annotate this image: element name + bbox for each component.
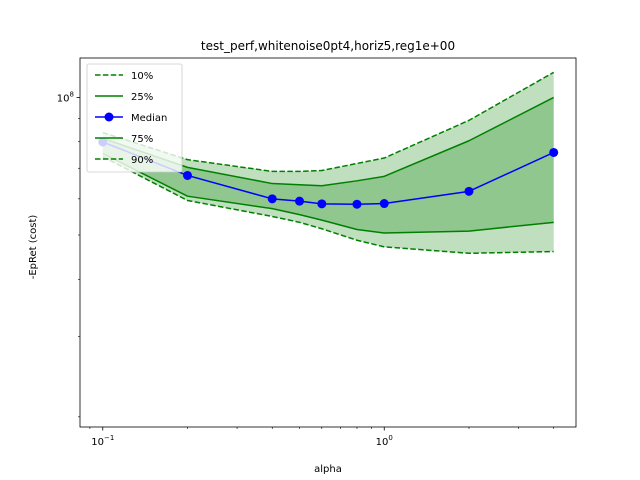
legend-label-25pct: 25%	[131, 92, 153, 103]
x-tick-label: 100	[376, 434, 393, 448]
fill-10pct-to-90pct	[102, 72, 554, 254]
plot-frame	[79, 57, 577, 428]
legend: 10% 25% Median 75% 90%	[86, 63, 183, 173]
series-line-25pct	[102, 152, 554, 234]
fill-25pct-to-75pct	[102, 97, 554, 234]
legend-box	[86, 63, 183, 173]
y-tick-label: 108	[57, 90, 74, 104]
x-axis-ticks: 10−1 100	[89, 427, 555, 448]
y-axis-label: -EpRet (cost)	[28, 215, 39, 280]
median-point	[464, 186, 474, 196]
series-line-75pct	[102, 96, 555, 187]
median-point	[267, 194, 277, 204]
median-point	[317, 199, 327, 209]
legend-label-10pct: 10%	[131, 71, 153, 82]
median-point	[183, 170, 193, 180]
median-point	[295, 196, 305, 206]
fill-regions	[102, 72, 554, 254]
legend-marker	[104, 112, 114, 122]
median-point	[379, 199, 389, 209]
x-tick-label: 10−1	[91, 434, 114, 448]
legend-label-90pct: 90%	[131, 155, 153, 166]
chart-title: test_perf,whitenoise0pt4,horiz5,reg1e+00	[201, 39, 455, 53]
series-line-90pct	[102, 71, 555, 173]
x-axis-label: alpha	[314, 464, 342, 475]
series-line-10pct	[102, 156, 554, 255]
median-point	[352, 199, 362, 209]
series-lines	[102, 71, 555, 255]
median-point	[549, 147, 559, 157]
y-axis-ticks: 108	[57, 90, 80, 418]
legend-label-75pct: 75%	[131, 134, 153, 145]
median-markers	[98, 137, 559, 209]
legend-label-median: Median	[131, 113, 167, 124]
